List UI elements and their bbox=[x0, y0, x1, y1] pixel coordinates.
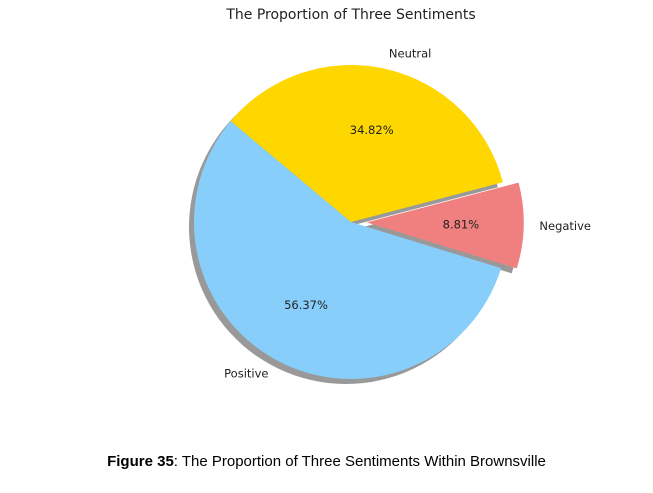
pie-slice-negative bbox=[366, 182, 524, 269]
figure-caption-text: : The Proportion of Three Sentiments Wit… bbox=[173, 453, 546, 470]
chart-title: The Proportion of Three Sentiments bbox=[225, 7, 475, 23]
pie-chart: The Proportion of Three Sentiments Posit… bbox=[189, 7, 591, 384]
slice-label-negative: Negative bbox=[539, 219, 591, 233]
figure-caption-label: Figure 35 bbox=[107, 453, 174, 470]
slice-pct-label-neutral: 34.82% bbox=[350, 123, 394, 137]
slice-pct-label-negative: 8.81% bbox=[443, 217, 480, 231]
pie-slices bbox=[194, 64, 524, 379]
slice-label-neutral: Neutral bbox=[389, 47, 431, 61]
pie-slice-neutral bbox=[230, 64, 503, 222]
slice-pct-label-positive: 56.37% bbox=[284, 298, 328, 312]
pie-slice-positive bbox=[194, 121, 502, 379]
figure-caption: Figure 35: The Proportion of Three Senti… bbox=[0, 453, 653, 470]
slice-label-positive: Positive bbox=[224, 367, 268, 381]
pie-labels: Positive 56.37% Negative 8.81% Neutral 34.82% bbox=[224, 47, 591, 381]
